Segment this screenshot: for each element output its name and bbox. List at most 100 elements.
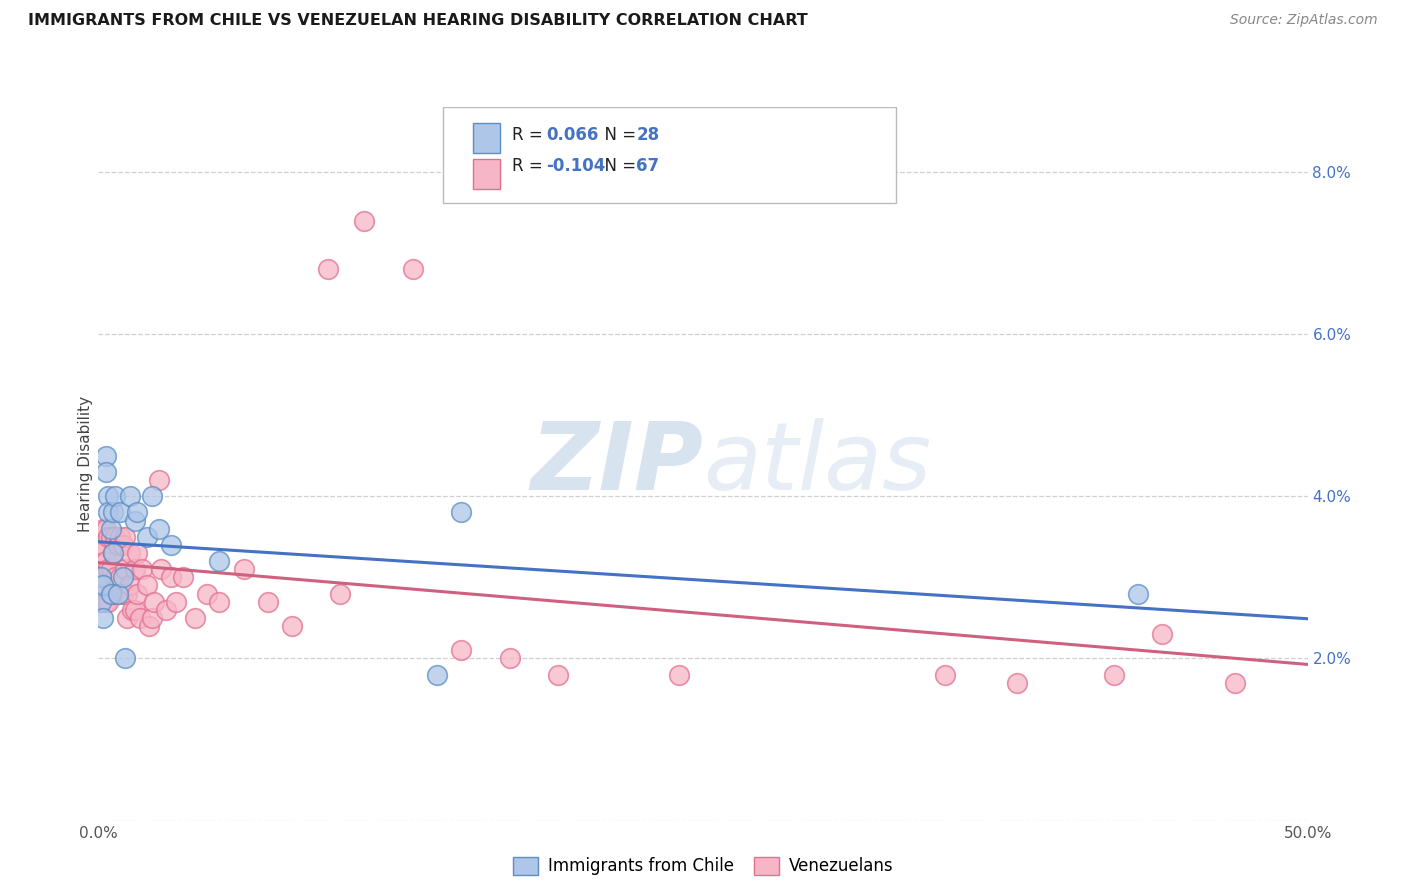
Text: ZIP: ZIP <box>530 417 703 510</box>
Point <box>97 595 120 609</box>
Point <box>143 595 166 609</box>
Point <box>101 506 124 520</box>
Point <box>141 611 163 625</box>
Point <box>100 586 122 600</box>
Point <box>316 262 339 277</box>
Point <box>668 667 690 681</box>
Point <box>111 586 134 600</box>
Point <box>94 522 117 536</box>
Point <box>150 562 173 576</box>
Point <box>118 489 141 503</box>
Point <box>108 506 131 520</box>
Point <box>148 522 170 536</box>
Point <box>94 554 117 568</box>
Point <box>329 586 352 600</box>
Point <box>135 578 157 592</box>
Text: Source: ZipAtlas.com: Source: ZipAtlas.com <box>1230 13 1378 28</box>
Point <box>450 643 472 657</box>
Point <box>121 603 143 617</box>
Point <box>148 473 170 487</box>
Point <box>127 546 149 560</box>
Point <box>934 667 956 681</box>
Point <box>97 530 120 544</box>
Point <box>101 546 124 560</box>
Point <box>94 449 117 463</box>
Text: R =: R = <box>512 126 548 144</box>
Point <box>104 570 127 584</box>
Point <box>101 546 124 560</box>
Point <box>402 262 425 277</box>
Point <box>165 595 187 609</box>
Point <box>117 611 139 625</box>
Point <box>1102 667 1125 681</box>
Point <box>1152 627 1174 641</box>
Text: 67: 67 <box>637 157 659 175</box>
Point <box>104 489 127 503</box>
Point <box>124 562 146 576</box>
Point <box>97 562 120 576</box>
Point <box>124 603 146 617</box>
Point <box>232 562 254 576</box>
Point <box>107 538 129 552</box>
Point <box>94 595 117 609</box>
Text: N =: N = <box>595 126 641 144</box>
Point <box>97 489 120 503</box>
Point <box>107 586 129 600</box>
Point <box>90 570 112 584</box>
FancyBboxPatch shape <box>474 123 501 153</box>
Point <box>100 530 122 544</box>
Point <box>131 562 153 576</box>
Point <box>208 554 231 568</box>
Point <box>127 506 149 520</box>
Point <box>97 506 120 520</box>
Point <box>160 570 183 584</box>
Point <box>426 667 449 681</box>
Point <box>91 538 114 552</box>
Text: R =: R = <box>512 157 548 175</box>
Point <box>114 530 136 544</box>
Point <box>100 522 122 536</box>
Point <box>256 595 278 609</box>
Point <box>124 514 146 528</box>
Point <box>353 213 375 227</box>
Y-axis label: Hearing Disability: Hearing Disability <box>77 396 93 532</box>
Point <box>160 538 183 552</box>
Point <box>498 651 520 665</box>
Point <box>91 522 114 536</box>
Point <box>547 667 569 681</box>
Point <box>91 611 114 625</box>
Point <box>118 546 141 560</box>
Point <box>107 586 129 600</box>
Point <box>108 530 131 544</box>
Point <box>1223 675 1246 690</box>
Point <box>195 586 218 600</box>
Text: N =: N = <box>595 157 641 175</box>
Text: atlas: atlas <box>703 418 931 509</box>
Point <box>135 530 157 544</box>
Point <box>1007 675 1029 690</box>
Text: -0.104: -0.104 <box>546 157 605 175</box>
Point <box>104 530 127 544</box>
Point <box>141 489 163 503</box>
Point <box>90 570 112 584</box>
Text: IMMIGRANTS FROM CHILE VS VENEZUELAN HEARING DISABILITY CORRELATION CHART: IMMIGRANTS FROM CHILE VS VENEZUELAN HEAR… <box>28 13 808 29</box>
Point <box>208 595 231 609</box>
FancyBboxPatch shape <box>474 159 501 189</box>
Point <box>155 603 177 617</box>
Point <box>117 586 139 600</box>
Point <box>90 546 112 560</box>
Point <box>184 611 207 625</box>
Point <box>138 619 160 633</box>
Point <box>281 619 304 633</box>
Point <box>450 506 472 520</box>
Point <box>91 578 114 592</box>
Point <box>101 586 124 600</box>
Point <box>114 651 136 665</box>
Text: 28: 28 <box>637 126 659 144</box>
Text: 0.066: 0.066 <box>546 126 598 144</box>
Point <box>94 465 117 479</box>
Point <box>111 538 134 552</box>
Point <box>100 586 122 600</box>
Point <box>1128 586 1150 600</box>
Point <box>111 570 134 584</box>
